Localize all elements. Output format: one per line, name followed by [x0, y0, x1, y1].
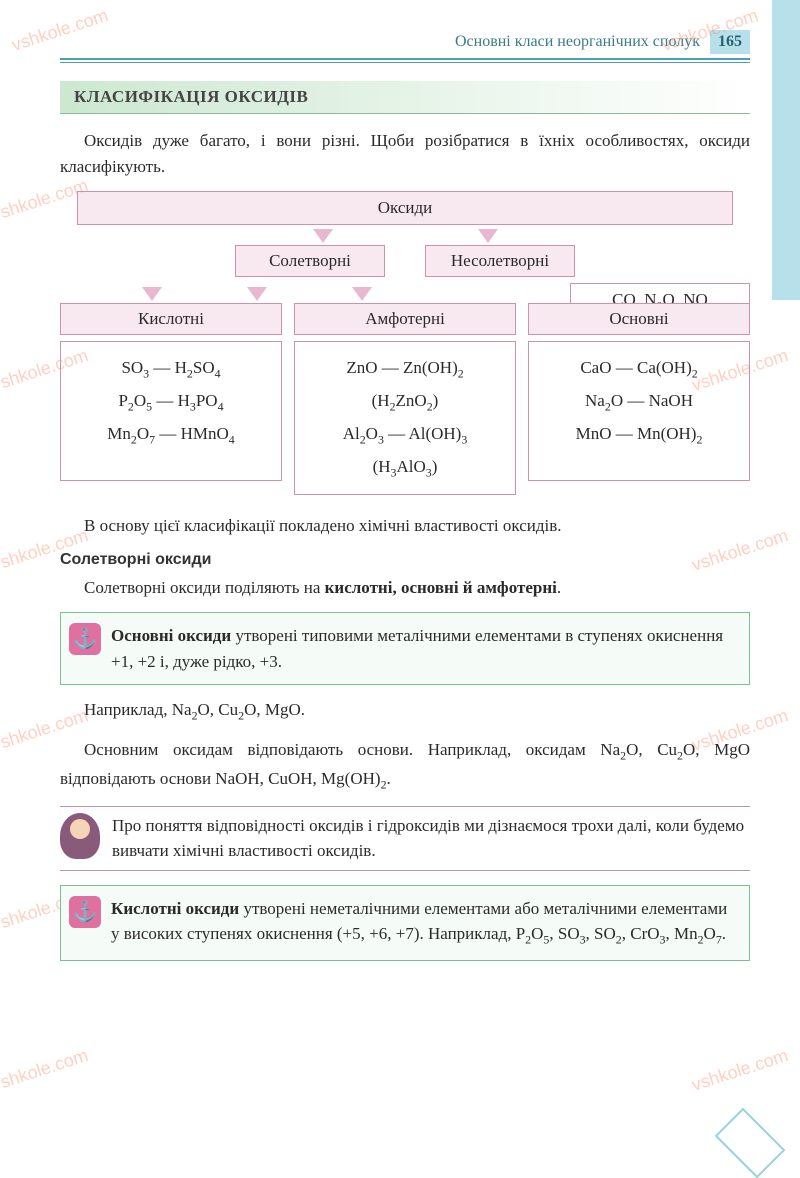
- chart-leaf-content: ZnO — Zn(OH)2(H2ZnO2)Al2O3 — Al(OH)3(H3A…: [294, 341, 516, 495]
- chart-arrow-icon: [313, 229, 333, 243]
- chart-arrow-icon: [478, 229, 498, 243]
- breadcrumb-text: Основні класи неорганічних сполук: [455, 33, 700, 50]
- page-header: Основні класи неорганічних сполук 165: [60, 30, 750, 58]
- page-number: 165: [710, 30, 750, 54]
- definition-callout-basic-oxides: ⚓ Основні оксиди утворені типовими метал…: [60, 612, 750, 685]
- chart-branch-saltforming: Солетворні: [235, 245, 385, 277]
- definition-callout-acidic-oxides: ⚓ Кислотні оксиди утворені неметалічними…: [60, 885, 750, 961]
- chart-leaf-label: Амфотерні: [294, 303, 516, 335]
- chart-column-amphoteric: Амфотерні ZnO — Zn(OH)2(H2ZnO2)Al2O3 — A…: [294, 303, 516, 495]
- subsection-heading: Солетворні оксиди: [60, 551, 750, 569]
- example-paragraph-2: Основним оксидам відповідають основи. На…: [60, 737, 750, 794]
- teacher-avatar-icon: [60, 813, 100, 859]
- header-divider: [60, 58, 750, 63]
- watermark: vshkole.com: [0, 1045, 91, 1096]
- chart-column-basic: Основні CaO — Ca(OH)2Na2O — NaOHMnO — Mn…: [528, 303, 750, 495]
- anchor-icon: ⚓: [69, 896, 101, 928]
- anchor-icon: ⚓: [69, 623, 101, 655]
- teacher-note-block: Про поняття відповідності оксидів і гідр…: [60, 806, 750, 871]
- watermark: vshkole.com: [689, 1045, 791, 1096]
- chart-leaf-label: Основні: [528, 303, 750, 335]
- chart-leaf-content: CaO — Ca(OH)2Na2O — NaOHMnO — Mn(OH)2: [528, 341, 750, 481]
- chart-branch-nonsaltforming: Несолетворні: [425, 245, 575, 277]
- page-corner-decoration: [715, 1108, 786, 1178]
- chart-root-node: Оксиди: [77, 191, 733, 225]
- chart-column-acidic: Кислотні SO3 — H2SO4P2O5 — H3PO4Mn2O7 — …: [60, 303, 282, 495]
- oxide-classification-chart: Оксиди Солетворні Несолетворні CO, N₂O, …: [60, 191, 750, 495]
- example-paragraph: Наприклад, Na2O, Cu2O, MgO.: [60, 697, 750, 725]
- intro-paragraph: Оксидів дуже багато, і вони різні. Щоби …: [60, 128, 750, 179]
- after-chart-paragraph: В основу цієї класифікації покладено хім…: [60, 513, 750, 539]
- chart-leaf-content: SO3 — H2SO4P2O5 — H3PO4Mn2O7 — HMnO4: [60, 341, 282, 481]
- chart-arrow-icon: [142, 287, 162, 301]
- sub-intro-text: Солетворні оксиди поділяють на кислотні,…: [60, 575, 750, 601]
- page-side-tab: [772, 0, 800, 300]
- chart-arrow-icon: [352, 287, 372, 301]
- teacher-note-text: Про поняття відповідності оксидів і гідр…: [112, 813, 750, 864]
- chart-arrow-icon: [247, 287, 267, 301]
- callout-text: Кислотні оксиди утворені неметалічними е…: [111, 899, 727, 944]
- section-title: КЛАСИФІКАЦІЯ ОКСИДІВ: [60, 81, 750, 114]
- chart-leaf-label: Кислотні: [60, 303, 282, 335]
- callout-text: Основні оксиди утворені типовими металіч…: [111, 626, 723, 671]
